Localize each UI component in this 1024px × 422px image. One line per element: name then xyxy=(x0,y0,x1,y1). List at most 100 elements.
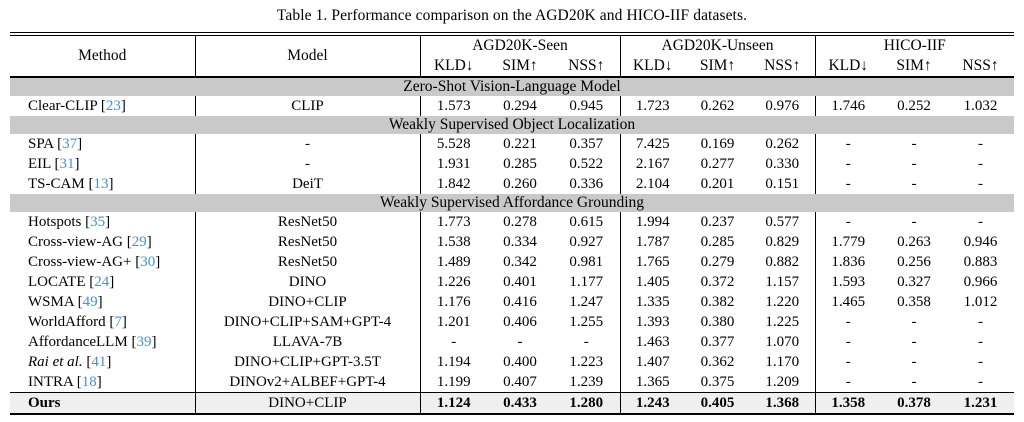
value-cell: 1.170 xyxy=(765,354,800,370)
table-row: Clear-CLIP [23] CLIP 1.573 0.294 0.945 1.723 0… xyxy=(10,96,1014,116)
value-cell: 1.157 xyxy=(765,274,800,290)
citation-link[interactable]: 37 xyxy=(62,136,78,152)
col-group-hico-iif: HICO-IIF xyxy=(814,34,1015,56)
value-cell: 0.372 xyxy=(700,274,735,290)
citation-link[interactable]: 18 xyxy=(81,374,97,390)
value-cell: 0.522 xyxy=(569,156,604,172)
value-cell: - xyxy=(978,374,984,390)
method-cell: SPA [37] xyxy=(28,136,83,152)
col-header-method: Method xyxy=(10,34,195,78)
citation-link[interactable]: 29 xyxy=(131,234,147,250)
model-cell: DINO+CLIP xyxy=(194,392,420,414)
model-cell: ResNet50 xyxy=(194,212,420,232)
value-cell: 0.378 xyxy=(881,392,948,414)
value-cell: 0.380 xyxy=(700,314,735,330)
citation-link[interactable]: 24 xyxy=(94,274,110,290)
value-cell: 0.334 xyxy=(503,234,537,250)
method-name: Hotspots xyxy=(28,214,82,230)
method-cell: Cross-view-AG+ [30] xyxy=(28,254,161,270)
value-cell: 0.221 xyxy=(503,136,537,152)
citation-link[interactable]: 35 xyxy=(90,214,106,230)
value-cell: 0.285 xyxy=(503,156,537,172)
table-row: Hotspots [35] ResNet50 1.773 0.278 0.615 1.99… xyxy=(10,212,1014,232)
value-cell: 0.405 xyxy=(685,392,751,414)
section-header-row: Zero-Shot Vision-Language Model xyxy=(10,77,1015,96)
value-cell: 0.407 xyxy=(503,374,537,390)
table-row: WSMA [49] DINO+CLIP 1.176 0.416 1.247 1.335 0.… xyxy=(10,292,1014,312)
citation-link[interactable]: 23 xyxy=(105,98,121,114)
value-cell: 1.335 xyxy=(619,292,686,312)
model-cell: DINO+CLIP xyxy=(194,292,420,312)
value-cell: - xyxy=(911,214,917,230)
section-header-row: Weakly Supervised Affordance Grounding xyxy=(10,194,1015,212)
value-cell: 1.358 xyxy=(814,392,882,414)
section-header: Weakly Supervised Object Localization xyxy=(10,116,1015,134)
value-cell: 2.104 xyxy=(619,174,686,194)
value-cell: - xyxy=(814,212,882,232)
value-cell: - xyxy=(911,374,917,390)
value-cell: 5.528 xyxy=(419,134,487,154)
value-cell: 0.330 xyxy=(765,156,800,172)
value-cell: 1.226 xyxy=(419,272,487,292)
value-cell: 0.927 xyxy=(569,234,604,250)
value-cell: 0.294 xyxy=(503,98,537,114)
model-cell: DINO xyxy=(194,272,420,292)
model-cell: - xyxy=(194,134,420,154)
value-cell: - xyxy=(814,372,882,393)
value-cell: 0.401 xyxy=(503,274,537,290)
col-header-kld: KLD↓ xyxy=(814,56,882,78)
value-cell: - xyxy=(814,174,882,194)
citation-link[interactable]: 30 xyxy=(140,254,156,270)
value-cell: 0.151 xyxy=(765,176,800,192)
citation-link[interactable]: 39 xyxy=(136,334,152,350)
value-cell: 1.407 xyxy=(619,352,686,372)
method-name: INTRA xyxy=(28,374,73,390)
value-cell: 1.573 xyxy=(419,96,487,116)
value-cell: 1.538 xyxy=(419,232,487,252)
citation-link[interactable]: 49 xyxy=(82,294,98,310)
value-cell: 0.577 xyxy=(765,214,800,230)
value-cell: 7.425 xyxy=(619,134,686,154)
value-cell: 0.882 xyxy=(765,254,800,270)
value-cell: 0.362 xyxy=(700,354,735,370)
method-name: WorldAfford xyxy=(28,314,106,330)
citation-link[interactable]: 13 xyxy=(93,176,109,192)
model-cell: CLIP xyxy=(194,96,420,116)
value-cell: 0.169 xyxy=(700,136,735,152)
value-cell: - xyxy=(814,154,882,174)
citation-link[interactable]: 31 xyxy=(59,156,75,172)
col-header-nss: NSS↑ xyxy=(750,56,816,78)
group-header-row: Method Model AGD20K-Seen AGD20K-Unseen H… xyxy=(10,34,1015,78)
value-cell: 1.247 xyxy=(569,294,604,310)
method-name: Rai et al. xyxy=(28,354,83,370)
value-cell: 1.231 xyxy=(947,392,1015,414)
value-cell: 1.239 xyxy=(569,374,604,390)
model-cell: DINOv2+ALBEF+GPT-4 xyxy=(194,372,420,393)
value-cell: 1.465 xyxy=(814,292,882,312)
value-cell: 1.779 xyxy=(814,232,882,252)
citation-link[interactable]: 7 xyxy=(114,314,122,330)
citation-link[interactable]: 41 xyxy=(91,354,107,370)
value-cell: 0.966 xyxy=(963,274,998,290)
value-cell: 0.262 xyxy=(765,136,800,152)
value-cell: 1.225 xyxy=(765,314,800,330)
value-cell: 1.773 xyxy=(419,212,487,232)
value-cell: - xyxy=(978,314,984,330)
table-row: TS-CAM [13] DeiT 1.842 0.260 0.336 2.104 0.201… xyxy=(10,174,1014,194)
value-cell: - xyxy=(814,352,882,372)
method-name: TS-CAM xyxy=(28,176,85,192)
value-cell: 1.393 xyxy=(619,312,686,332)
value-cell: 1.405 xyxy=(619,272,686,292)
value-cell: - xyxy=(517,334,523,350)
value-cell: 0.342 xyxy=(503,254,537,270)
col-header-sim: SIM↑ xyxy=(685,56,751,78)
value-cell: 1.765 xyxy=(619,252,686,272)
value-cell: 1.070 xyxy=(765,334,800,350)
col-header-kld: KLD↓ xyxy=(419,56,487,78)
value-cell: 1.593 xyxy=(814,272,882,292)
method-name: EIL xyxy=(28,156,51,172)
value-cell: - xyxy=(911,156,917,172)
value-cell: 1.194 xyxy=(419,352,487,372)
value-cell: 0.615 xyxy=(569,214,604,230)
